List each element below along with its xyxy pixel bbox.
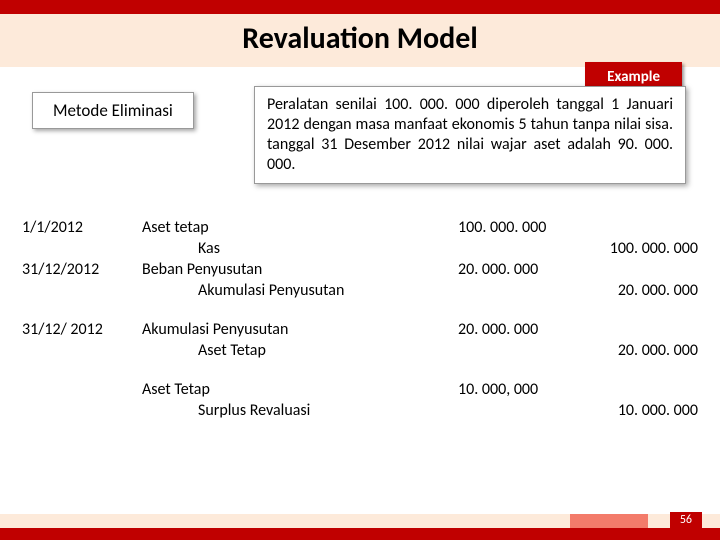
entry-row: Kas 100. 000. 000 (22, 239, 698, 258)
entry-row: Aset Tetap10. 000, 000 (22, 380, 698, 399)
entry-credit: 10. 000. 000 (578, 401, 698, 420)
entry-account: Kas (142, 239, 458, 258)
entry-row: Akumulasi Penyusutan 20. 000. 000 (22, 281, 698, 300)
entry-date: 31/12/ 2012 (22, 320, 142, 339)
entry-row: Surplus Revaluasi 10. 000. 000 (22, 401, 698, 420)
entry-date: 31/12/2012 (22, 260, 142, 279)
entry-account: Aset tetap (142, 218, 458, 237)
entry-account: Surplus Revaluasi (142, 401, 458, 420)
bottom-accent (570, 514, 648, 528)
entry-account: Aset Tetap (142, 341, 458, 360)
entry-row: 31/12/2012Beban Penyusutan20. 000. 000 (22, 260, 698, 279)
page-title: Revaluation Model (0, 20, 720, 57)
entry-debit: 20. 000. 000 (458, 260, 578, 279)
entry-date: 1/1/2012 (22, 218, 142, 237)
entry-row: 31/12/ 2012Akumulasi Penyusutan20. 000. … (22, 320, 698, 339)
entry-account: Akumulasi Penyusutan (142, 320, 458, 339)
entry-credit: 100. 000. 000 (578, 239, 698, 258)
title-banner: Revaluation Model (0, 14, 720, 67)
entry-account: Aset Tetap (142, 380, 458, 399)
entry-credit: 20. 000. 000 (578, 341, 698, 360)
description-box: Peralatan senilai 100. 000. 000 diperole… (254, 86, 686, 184)
entry-account: Beban Penyusutan (142, 260, 458, 279)
entry-row: Aset Tetap 20. 000. 000 (22, 341, 698, 360)
journal-entries: 1/1/2012Aset tetap100. 000. 000Kas100. 0… (22, 218, 698, 422)
method-box: Metode Eliminasi (32, 92, 194, 129)
entry-credit: 20. 000. 000 (578, 281, 698, 300)
page-number: 56 (670, 512, 702, 528)
entry-account: Akumulasi Penyusutan (142, 281, 458, 300)
entry-row: 1/1/2012Aset tetap100. 000. 000 (22, 218, 698, 237)
entry-debit: 20. 000. 000 (458, 320, 578, 339)
top-bar (0, 0, 720, 14)
entry-debit: 10. 000, 000 (458, 380, 578, 399)
entry-debit: 100. 000. 000 (458, 218, 578, 237)
bottom-red-bar (0, 528, 720, 540)
